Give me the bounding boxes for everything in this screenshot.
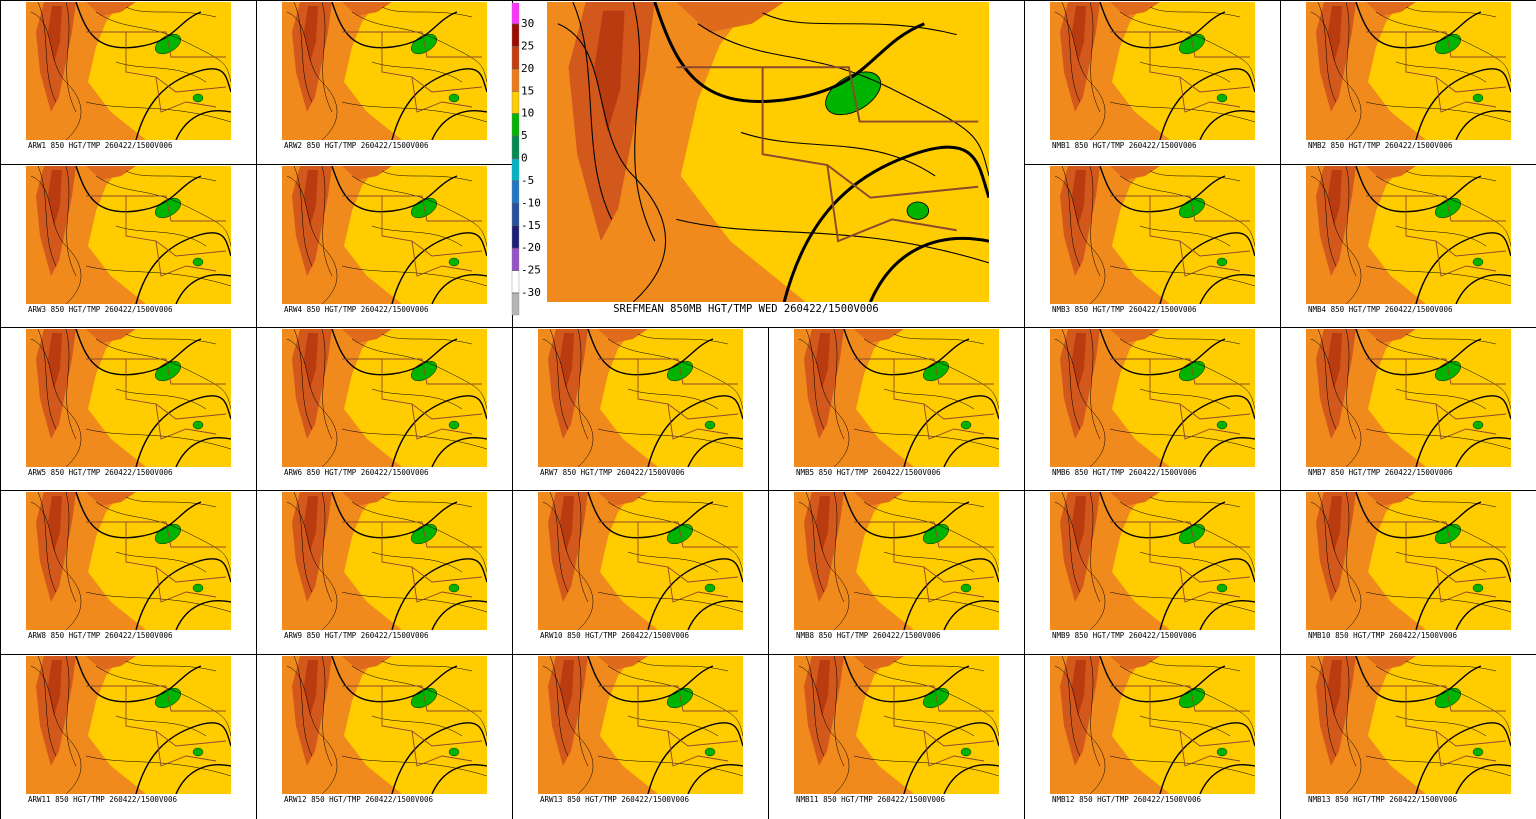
map-image	[1306, 2, 1511, 140]
colorbar-tick-label: -15	[521, 219, 541, 232]
panel-label: NMB5 850 HGT/TMP 260422/1500V006	[796, 468, 941, 477]
panel-label: NMB9 850 HGT/TMP 260422/1500V006	[1052, 631, 1197, 640]
colorbar-segment	[511, 225, 520, 249]
panel-cell	[1280, 654, 1536, 819]
colorbar-segment	[511, 135, 520, 159]
map-image	[1306, 166, 1511, 304]
map-image	[26, 656, 231, 794]
colorbar-segment	[511, 113, 520, 137]
colorbar-segment	[511, 292, 520, 316]
panel-label: ARW10 850 HGT/TMP 260422/1500V006	[540, 631, 689, 640]
map-image	[794, 656, 999, 794]
map-image	[26, 2, 231, 140]
panel-label: NMB12 850 HGT/TMP 260422/1500V006	[1052, 795, 1201, 804]
map-image	[282, 656, 487, 794]
main-title: SREFMEAN 850MB HGT/TMP WED 260422/1500V0…	[613, 303, 879, 315]
colorbar-segment	[511, 23, 520, 47]
colorbar-segment	[511, 2, 520, 25]
panel-label: ARW1 850 HGT/TMP 260422/1500V006	[28, 141, 173, 150]
colorbar-tick-label: 20	[521, 62, 534, 75]
colorbar-segment	[511, 68, 520, 92]
panel-label: NMB7 850 HGT/TMP 260422/1500V006	[1308, 468, 1453, 477]
colorbar-segment	[511, 203, 520, 226]
panel-label: NMB10 850 HGT/TMP 260422/1500V006	[1308, 631, 1457, 640]
panel-label: ARW7 850 HGT/TMP 260422/1500V006	[540, 468, 685, 477]
colorbar-segment	[511, 270, 520, 294]
map-image	[282, 329, 487, 467]
map-image	[282, 2, 487, 140]
map-image	[1050, 492, 1255, 630]
colorbar-tick-label: -20	[521, 241, 541, 254]
map-image	[794, 329, 999, 467]
map-image	[26, 492, 231, 630]
colorbar-tick-label: 10	[521, 107, 534, 120]
panel-label: ARW11 850 HGT/TMP 260422/1500V006	[28, 795, 177, 804]
map-image	[547, 2, 989, 302]
map-image	[1050, 329, 1255, 467]
colorbar-tick-label: 5	[521, 129, 528, 142]
panel-label: NMB11 850 HGT/TMP 260422/1500V006	[796, 795, 945, 804]
panel-label: NMB4 850 HGT/TMP 260422/1500V006	[1308, 305, 1453, 314]
colorbar-tick-label: -5	[521, 174, 534, 187]
panel-label: NMB1 850 HGT/TMP 260422/1500V006	[1052, 141, 1197, 150]
map-image	[1050, 166, 1255, 304]
map-image	[26, 329, 231, 467]
colorbar-tick-label: -10	[521, 196, 541, 209]
panel-label: ARW13 850 HGT/TMP 260422/1500V006	[540, 795, 689, 804]
map-image	[1050, 656, 1255, 794]
map-image	[538, 656, 743, 794]
colorbar-segment	[511, 158, 520, 182]
map-image	[538, 329, 743, 467]
panel-label: ARW4 850 HGT/TMP 260422/1500V006	[284, 305, 429, 314]
panel-label: ARW12 850 HGT/TMP 260422/1500V006	[284, 795, 433, 804]
colorbar-segment	[511, 46, 520, 70]
panel-label: NMB13 850 HGT/TMP 260422/1500V006	[1308, 795, 1457, 804]
colorbar-tick-label: 25	[521, 39, 534, 52]
map-image	[26, 166, 231, 304]
map-image	[538, 492, 743, 630]
colorbar-tick-label: -30	[521, 286, 541, 299]
colorbar-tick-label: 15	[521, 84, 534, 97]
panel-label: ARW5 850 HGT/TMP 260422/1500V006	[28, 468, 173, 477]
panel-label: ARW2 850 HGT/TMP 260422/1500V006	[284, 141, 429, 150]
colorbar-tick-label: 0	[521, 152, 528, 165]
panel-label: ARW9 850 HGT/TMP 260422/1500V006	[284, 631, 429, 640]
map-image	[794, 492, 999, 630]
map-image	[282, 492, 487, 630]
panel-label: NMB2 850 HGT/TMP 260422/1500V006	[1308, 141, 1453, 150]
map-image	[1050, 2, 1255, 140]
map-image	[282, 166, 487, 304]
panel-label: NMB6 850 HGT/TMP 260422/1500V006	[1052, 468, 1197, 477]
colorbar-tick-label: 30	[521, 17, 534, 30]
panel-label: ARW6 850 HGT/TMP 260422/1500V006	[284, 468, 429, 477]
panel-label: NMB8 850 HGT/TMP 260422/1500V006	[796, 631, 941, 640]
map-image	[1306, 656, 1511, 794]
colorbar-segment	[511, 247, 520, 271]
colorbar-segment	[511, 91, 520, 114]
map-image	[1306, 329, 1511, 467]
colorbar-segment	[511, 180, 520, 204]
panel-label: ARW3 850 HGT/TMP 260422/1500V006	[28, 305, 173, 314]
panel-label: NMB3 850 HGT/TMP 260422/1500V006	[1052, 305, 1197, 314]
colorbar-tick-label: -25	[521, 264, 541, 277]
map-image	[1306, 492, 1511, 630]
panel-label: ARW8 850 HGT/TMP 260422/1500V006	[28, 631, 173, 640]
